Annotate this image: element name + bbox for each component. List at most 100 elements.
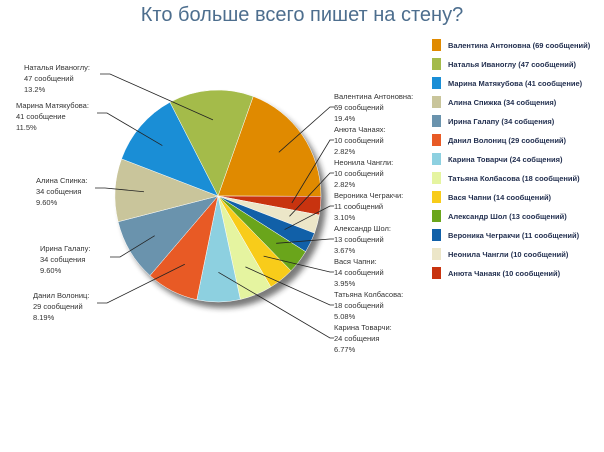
pie-chart <box>95 73 334 339</box>
pie-slice[interactable] <box>217 96 322 197</box>
slice-label-count-text: 11 сообщений <box>334 202 384 211</box>
slice-label-label: Марина Матякубова: <box>16 101 89 110</box>
slice-label: Анюта Чанаях: 10 сообщений 2.82% <box>334 124 386 157</box>
slice-label: Неонила Чангли: 10 сообщений 2.82% <box>334 157 393 190</box>
slice-label-percent-text: 9.60% <box>36 198 58 207</box>
slice-label-label: Вероника Чегракчи: <box>334 191 404 200</box>
legend-swatch <box>432 39 441 51</box>
pie-slice[interactable] <box>121 101 219 197</box>
slice-label-label: Карина Товарчи: <box>334 323 392 332</box>
leader-line <box>263 255 334 273</box>
leader-line <box>291 139 334 204</box>
slice-label-label: Алина Спинка: <box>36 176 88 185</box>
slice-label-label: Наталья Иваноглу: <box>24 63 90 72</box>
legend-label: Вася Чапни (14 сообщений) <box>448 192 552 202</box>
legend-swatch <box>432 134 441 146</box>
slice-label-count-text: 10 сообщений <box>334 169 384 178</box>
slice-label-percent-text: 11.5% <box>16 123 37 132</box>
leader-line <box>110 235 155 258</box>
slice-label-percent-text: 2.82% <box>334 147 356 156</box>
legend-label: Вероника Чегракчи (11 сообщений) <box>448 230 580 240</box>
legend-item[interactable]: Алина Спижка (34 собщения) <box>432 96 556 108</box>
legend-swatch <box>432 191 441 203</box>
slice-label-label: Анюта Чанаях: <box>334 125 386 134</box>
slice-label: Карина Товарчи: 24 собщения 6.77% <box>334 322 392 355</box>
legend-item[interactable]: Татьяна Колбасова (18 сообщений) <box>432 172 580 184</box>
slice-label: Александр Шол: 13 сообщений 3.67% <box>334 223 391 256</box>
legend-label: Анюта Чанаяк (10 сообщений) <box>448 268 561 278</box>
slice-label-label: Данил Волониц: <box>33 291 90 300</box>
pie-slice[interactable] <box>169 89 254 197</box>
legend-swatch <box>432 115 441 127</box>
slice-label: Вероника Чегракчи: 11 сообщений 3.10% <box>334 190 403 223</box>
legend-item[interactable]: Данил Волониц (29 сообщений) <box>432 134 566 146</box>
legend-item[interactable]: Александр Шол (13 сообщений) <box>432 210 567 222</box>
slice-label-label: Неонила Чангли: <box>334 158 394 167</box>
slice-label-percent-text: 9.60% <box>40 266 62 275</box>
legend-swatch <box>432 172 441 184</box>
leader-line <box>100 73 214 121</box>
slice-label-count-text: 14 сообщений <box>334 268 384 277</box>
legend-label: Наталья Иваноглу (47 сообщений) <box>448 59 576 69</box>
slice-label-count-text: 24 собщения <box>334 334 380 343</box>
slice-label-count-text: 69 сообщений <box>334 103 384 112</box>
slice-label-percent-text: 5.08% <box>334 312 356 321</box>
slice-label-percent-text: 2.82% <box>334 180 356 189</box>
legend-swatch <box>432 229 441 241</box>
leader-line <box>97 112 163 146</box>
legend-swatch <box>432 58 441 70</box>
legend-label: Татьяна Колбасова (18 сообщений) <box>448 173 580 183</box>
slice-label-count-text: 29 сообщений <box>33 302 83 311</box>
slice-label-percent-text: 8.19% <box>33 313 55 322</box>
legend-label: Валентина Антоновна (69 сообщений) <box>448 40 591 50</box>
slice-label-count-text: 47 сообщений <box>24 74 74 83</box>
legend-item[interactable]: Вася Чапни (14 сообщений) <box>432 191 551 203</box>
slice-label-count-text: 13 сообщений <box>334 235 384 244</box>
leader-line <box>95 187 144 193</box>
slice-label-label: Татьяна Колбасова: <box>334 290 404 299</box>
slice-label-count-text: 41 сообщение <box>16 112 66 121</box>
slice-label: Татьяна Колбасова: 18 сообщений 5.08% <box>334 289 403 322</box>
slice-label: Ирина Галапу: 34 собщения 9.60% <box>40 243 90 276</box>
legend-label: Марина Матякубова (41 сообщение) <box>448 78 583 88</box>
legend-item[interactable]: Карина Товарчи (24 собщения) <box>432 153 562 165</box>
legend-item[interactable]: Неонила Чангли (10 сообщений) <box>432 248 568 260</box>
legend-swatch <box>432 96 441 108</box>
slice-label: Данил Волониц: 29 сообщений 8.19% <box>33 290 89 323</box>
slice-label-label: Вася Чапни: <box>334 257 377 266</box>
leader-line <box>97 263 185 304</box>
legend-item[interactable]: Анюта Чанаяк (10 сообщений) <box>432 267 560 279</box>
legend-item[interactable]: Валентина Антоновна (69 сообщений) <box>432 39 590 51</box>
legend-item[interactable]: Вероника Чегракчи (11 сообщений) <box>432 229 579 241</box>
slice-label-count-text: 18 сообщений <box>334 301 384 310</box>
legend-swatch <box>432 210 441 222</box>
leader-line <box>289 172 334 217</box>
slice-label-count-text: 34 собщения <box>36 187 82 196</box>
leader-line <box>218 271 334 339</box>
slice-label-percent-text: 3.95% <box>334 279 356 288</box>
leader-line <box>284 205 334 230</box>
slice-label-label: Валентина Антоновна: <box>334 92 414 101</box>
leader-line <box>276 238 334 244</box>
leader-line <box>245 266 334 306</box>
legend-label: Алина Спижка (34 собщения) <box>448 97 557 107</box>
slice-label: Вася Чапни: 14 сообщений 3.95% <box>334 256 384 289</box>
legend-label: Александр Шол (13 сообщений) <box>448 211 567 221</box>
slice-label-percent-text: 3.10% <box>334 213 356 222</box>
slice-label: Марина Матякубова: 41 сообщение 11.5% <box>16 100 89 133</box>
chart-title: Кто больше всего пишет на стену? <box>140 4 464 26</box>
legend-label: Данил Волониц (29 сообщений) <box>448 135 567 145</box>
slice-label-label: Ирина Галапу: <box>40 244 91 253</box>
slice-label-count-text: 34 собщения <box>40 255 86 264</box>
slice-label-count-text: 10 сообщений <box>334 136 384 145</box>
legend-item[interactable]: Марина Матякубова (41 сообщение) <box>432 77 582 89</box>
legend-swatch <box>432 267 441 279</box>
slice-label: Алина Спинка: 34 собщения 9.60% <box>36 175 87 208</box>
legend-label: Ирина Галапу (34 собщения) <box>448 116 555 126</box>
legend-item[interactable]: Наталья Иваноглу (47 сообщений) <box>432 58 576 70</box>
legend-item[interactable]: Ирина Галапу (34 собщения) <box>432 115 554 127</box>
legend-swatch <box>432 248 441 260</box>
slice-label: Валентина Антоновна: 69 сообщений 19.4% <box>334 91 413 124</box>
legend-label: Неонила Чангли (10 сообщений) <box>448 249 569 259</box>
slice-label-percent-text: 13.2% <box>24 85 46 94</box>
